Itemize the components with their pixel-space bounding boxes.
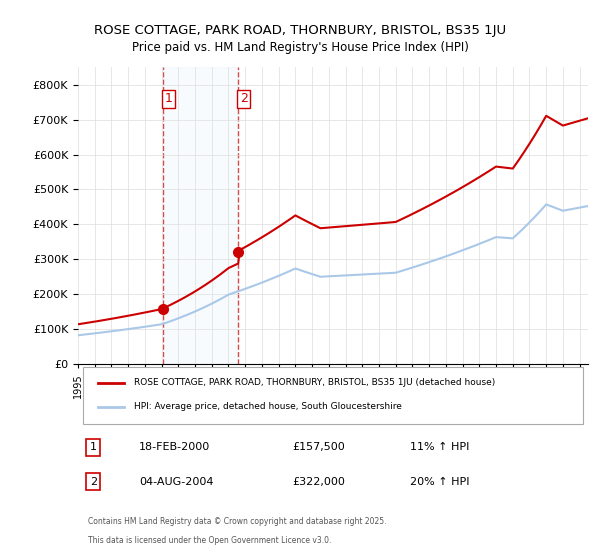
Text: 04-AUG-2004: 04-AUG-2004	[139, 477, 214, 487]
Text: 1: 1	[90, 442, 97, 452]
Text: This data is licensed under the Open Government Licence v3.0.: This data is licensed under the Open Gov…	[88, 536, 332, 545]
Text: ROSE COTTAGE, PARK ROAD, THORNBURY, BRISTOL, BS35 1JU: ROSE COTTAGE, PARK ROAD, THORNBURY, BRIS…	[94, 24, 506, 38]
Text: 11% ↑ HPI: 11% ↑ HPI	[409, 442, 469, 452]
Bar	[163, 67, 238, 364]
Text: £322,000: £322,000	[292, 477, 345, 487]
Text: Price paid vs. HM Land Registry's House Price Index (HPI): Price paid vs. HM Land Registry's House …	[131, 41, 469, 54]
Text: £157,500: £157,500	[292, 442, 345, 452]
Text: HPI: Average price, detached house, South Gloucestershire: HPI: Average price, detached house, Sout…	[134, 403, 402, 412]
Text: 20% ↑ HPI: 20% ↑ HPI	[409, 477, 469, 487]
FancyBboxPatch shape	[83, 367, 583, 424]
Text: 2: 2	[90, 477, 97, 487]
Text: ROSE COTTAGE, PARK ROAD, THORNBURY, BRISTOL, BS35 1JU (detached house): ROSE COTTAGE, PARK ROAD, THORNBURY, BRIS…	[134, 378, 496, 387]
Text: Contains HM Land Registry data © Crown copyright and database right 2025.: Contains HM Land Registry data © Crown c…	[88, 516, 387, 526]
Text: 18-FEB-2000: 18-FEB-2000	[139, 442, 211, 452]
Text: 1: 1	[164, 92, 173, 105]
Text: 2: 2	[240, 92, 248, 105]
